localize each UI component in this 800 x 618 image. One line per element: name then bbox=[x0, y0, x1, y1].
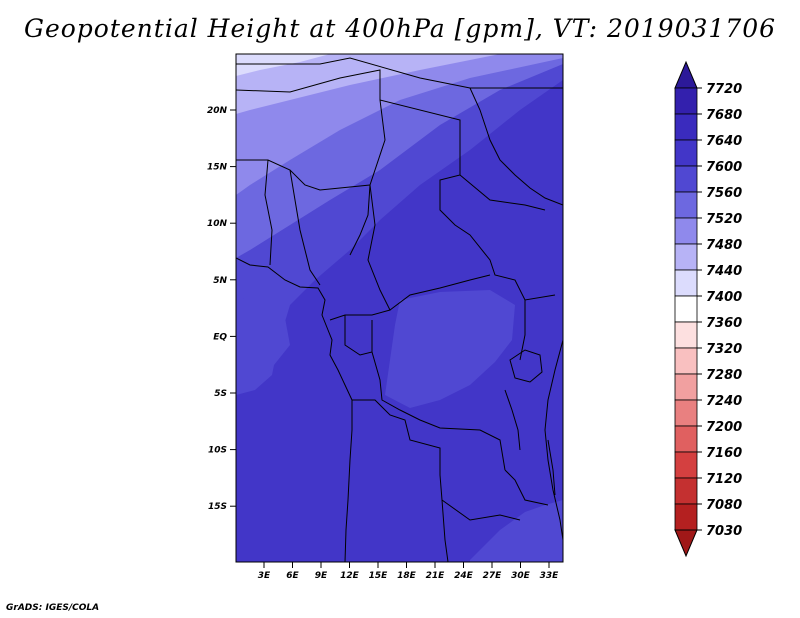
colorbar-bottom-triangle bbox=[674, 529, 698, 558]
coastlines-borders bbox=[236, 57, 563, 562]
colorbar-label: 7600 bbox=[706, 160, 742, 175]
colorbar-label: 7320 bbox=[706, 342, 742, 357]
field-patch-southeast bbox=[470, 500, 563, 562]
colorbar-box bbox=[674, 269, 698, 297]
colorbar-top-triangle bbox=[674, 60, 698, 89]
lon-tick-label: 3E bbox=[258, 571, 271, 581]
colorbar-box bbox=[674, 191, 698, 219]
colorbar-label: 7160 bbox=[706, 446, 742, 461]
map-frame bbox=[235, 53, 564, 563]
colorbar-label: 7560 bbox=[706, 186, 742, 201]
colorbar-box bbox=[674, 243, 698, 271]
colorbar-box bbox=[674, 139, 698, 167]
lon-tick-label: 9E bbox=[315, 571, 328, 581]
colorbar-box bbox=[674, 425, 698, 453]
colorbar-label: 7520 bbox=[706, 212, 742, 227]
height-field bbox=[236, 54, 563, 562]
colorbar-box bbox=[674, 165, 698, 193]
colorbar-box bbox=[674, 295, 698, 323]
lon-tick-label: 21E bbox=[426, 571, 446, 581]
colorbar: 7720 7680 7640 7600 7560 7520 7480 7440 7400 7360… bbox=[674, 60, 742, 558]
lon-tick-label: 30E bbox=[511, 571, 531, 581]
colorbar-label: 7680 bbox=[706, 108, 742, 123]
colorbar-label: 7480 bbox=[706, 238, 742, 253]
colorbar-box bbox=[674, 87, 698, 115]
colorbar-label: 7080 bbox=[706, 498, 742, 513]
latitude-axis: 20N 15N 10N 5N EQ 5S 10S 15S bbox=[207, 106, 236, 512]
colorbar-box bbox=[674, 217, 698, 245]
colorbar-label: 7440 bbox=[706, 264, 742, 279]
field-patch-congo bbox=[385, 290, 515, 408]
colorbar-label: 7200 bbox=[706, 420, 742, 435]
lon-tick-label: 18E bbox=[397, 571, 417, 581]
colorbar-label: 7120 bbox=[706, 472, 742, 487]
lon-tick-label: 33E bbox=[540, 571, 560, 581]
lat-tick-label: 10S bbox=[208, 446, 227, 456]
colorbar-label: 7400 bbox=[706, 290, 742, 305]
colorbar-box bbox=[674, 373, 698, 401]
longitude-axis: 3E 6E 9E 12E 15E 18E 21E 24E 27E 30E 33E bbox=[258, 562, 559, 581]
lon-tick-label: 6E bbox=[286, 571, 299, 581]
field-band-7400 bbox=[236, 54, 330, 76]
colorbar-label: 7240 bbox=[706, 394, 742, 409]
map-title: Geopotential Height at 400hPa [gpm], VT:… bbox=[23, 14, 777, 43]
colorbar-label: 7280 bbox=[706, 368, 742, 383]
lat-tick-label: 10N bbox=[207, 219, 228, 229]
colorbar-box bbox=[674, 477, 698, 505]
lat-tick-label: 15S bbox=[208, 502, 227, 512]
field-patch-west bbox=[236, 295, 290, 380]
colorbar-box bbox=[674, 503, 698, 531]
lat-tick-label: 5S bbox=[214, 389, 227, 399]
lat-tick-label: 5N bbox=[213, 276, 227, 286]
credit-label: GrADS: IGES/COLA bbox=[6, 603, 100, 613]
colorbar-box bbox=[674, 347, 698, 375]
field-band-7440 bbox=[236, 54, 500, 114]
colorbar-label: 7030 bbox=[706, 524, 742, 539]
colorbar-label: 7720 bbox=[706, 82, 742, 97]
colorbar-box bbox=[674, 399, 698, 427]
lon-tick-label: 15E bbox=[369, 571, 389, 581]
lat-tick-label: 15N bbox=[207, 163, 228, 173]
colorbar-box bbox=[674, 321, 698, 349]
colorbar-label: 7640 bbox=[706, 134, 742, 149]
lat-tick-label: 20N bbox=[207, 106, 228, 116]
lon-tick-label: 27E bbox=[483, 571, 503, 581]
colorbar-box bbox=[674, 451, 698, 479]
lon-tick-label: 12E bbox=[340, 571, 360, 581]
lon-tick-label: 24E bbox=[454, 571, 474, 581]
colorbar-label: 7360 bbox=[706, 316, 742, 331]
lat-tick-label: EQ bbox=[213, 332, 227, 342]
colorbar-box bbox=[674, 113, 698, 141]
